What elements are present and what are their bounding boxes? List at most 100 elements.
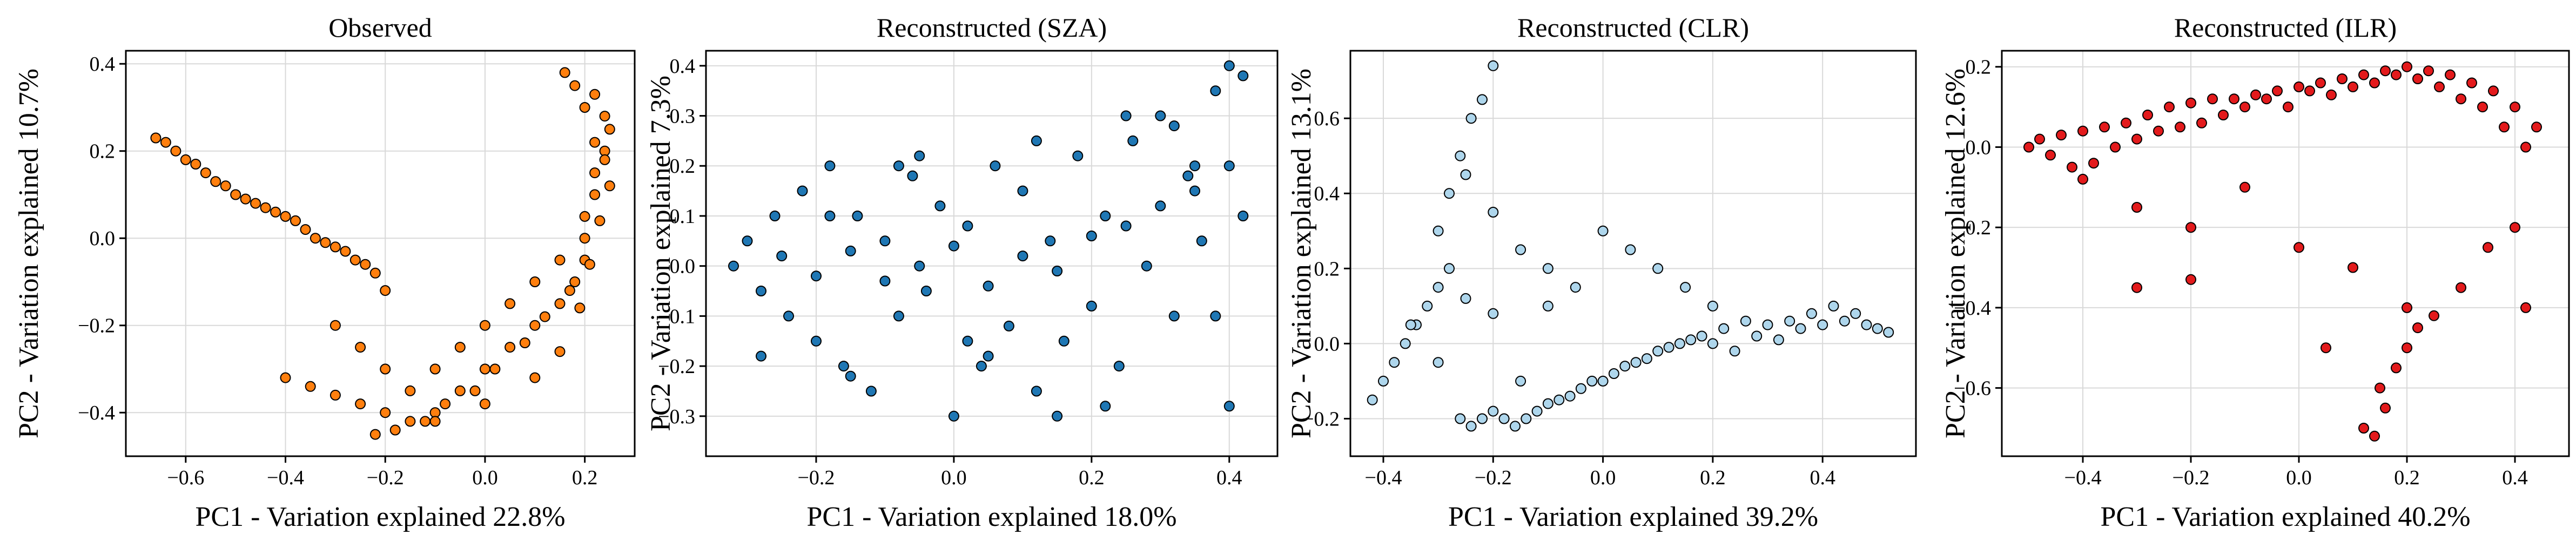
data-point-observed [554,346,566,357]
data-point-observed [280,372,291,383]
data-point-ilr [2153,125,2164,137]
data-point-sza [824,160,836,172]
data-point-observed [270,206,281,218]
data-point-observed [200,167,211,179]
data-point-ilr [2218,110,2229,120]
y-axis-label-sza: PC2 - Variation explained 7.3% [645,76,676,431]
panel-reconstructed-sza: Reconstructed (SZA) PC1 - Variation expl… [645,12,1279,532]
data-point-ilr [2185,274,2196,285]
data-point-sza [879,275,891,287]
y-tick-label-ilr: −0.4 [1954,297,1991,320]
data-point-observed [599,154,610,165]
plot-area-sza [705,50,1279,457]
data-point-sza [1058,335,1070,347]
data-point-clr [1488,308,1499,319]
data-point-ilr [2207,93,2218,105]
data-point-clr [1751,330,1763,342]
data-point-sza [1182,170,1194,181]
plot-area-ilr [2001,50,2570,457]
data-point-clr [1542,300,1553,312]
data-point-observed [584,259,595,270]
data-point-ilr [2023,141,2034,153]
data-point-observed [305,381,316,392]
data-point-observed [505,298,516,309]
data-point-ilr [2402,302,2412,313]
data-point-sza [1196,235,1207,247]
data-point-observed [454,342,466,353]
data-point-observed [589,89,601,100]
y-tick-label-clr: 0.2 [1314,258,1340,280]
data-point-ilr [2250,89,2261,100]
data-point-sza [1237,70,1249,82]
x-tick-label-ilr: 0.0 [2286,466,2312,489]
data-point-observed [569,276,581,287]
data-point-clr [1625,244,1636,255]
x-axis-label-ilr: PC1 - Variation explained 40.2% [2100,502,2470,532]
data-point-observed [429,416,441,427]
data-point-observed [290,215,301,226]
panel-title-sza: Reconstructed (SZA) [877,12,1107,43]
data-point-clr [1707,338,1718,349]
data-point-ilr [2239,102,2250,113]
data-point-clr [1817,319,1828,330]
scatter-points-sza [728,60,1249,422]
data-point-ilr [2175,121,2185,133]
x-axis-label-clr: PC1 - Variation explained 39.2% [1448,502,1818,532]
data-point-observed [589,167,601,179]
data-point-sza [1113,361,1125,372]
data-point-sza [865,385,877,397]
data-point-ilr [2229,93,2239,105]
data-point-clr [1641,353,1652,364]
data-point-sza [893,310,904,322]
plot-area-observed [125,50,636,457]
y-tick-label-ilr: 0.2 [1966,56,1992,79]
data-point-ilr [2369,430,2380,442]
data-point-clr [1597,375,1609,387]
data-point-clr [1444,188,1455,199]
data-point-ilr [2261,93,2272,105]
data-point-observed [479,363,490,375]
data-point-sza [1223,160,1235,172]
data-point-sza [756,350,766,362]
data-point-sza [1168,310,1180,322]
data-point-clr [1460,293,1471,304]
data-point-sza [1155,200,1166,212]
x-tick-label-clr: 0.4 [1810,466,1835,489]
scatter-points-clr [1367,60,1894,432]
y-tick-label-observed: 0.0 [90,227,116,250]
data-point-sza [776,251,788,262]
data-point-sza [893,160,904,172]
x-tick-label-observed: −0.6 [167,466,204,489]
data-point-sza [1017,185,1028,197]
data-point-observed [329,241,341,253]
data-point-observed [190,159,201,170]
x-axis-label-observed: PC1 - Variation explained 22.8% [195,502,565,532]
data-point-observed [469,385,481,396]
data-point-clr [1465,113,1477,124]
y-axis-label-clr: PC2 - Variation explained 13.1% [1286,69,1317,438]
data-point-clr [1586,375,1598,387]
data-point-sza [797,185,808,197]
data-point-clr [1510,421,1521,432]
data-point-observed [380,363,391,375]
data-point-ilr [2131,133,2142,145]
data-point-observed [349,254,361,266]
data-point-observed [220,180,231,192]
data-point-ilr [2456,93,2466,105]
data-point-observed [405,385,416,396]
data-point-ilr [2423,65,2434,77]
data-point-ilr [2348,262,2358,273]
data-point-clr [1883,327,1894,338]
data-point-clr [1405,319,1416,330]
data-point-sza [907,170,918,181]
y-tick-label-sza: 0.2 [670,155,696,178]
data-point-observed [360,259,371,270]
plot-area-clr [1349,50,1917,457]
data-point-ilr [2510,222,2520,233]
data-point-sza [1155,110,1166,121]
data-point-observed [280,211,291,222]
data-point-sza [1086,300,1097,312]
data-point-sza [845,370,856,382]
y-tick-label-sza: 0.1 [670,205,696,228]
data-point-sza [1120,220,1132,232]
